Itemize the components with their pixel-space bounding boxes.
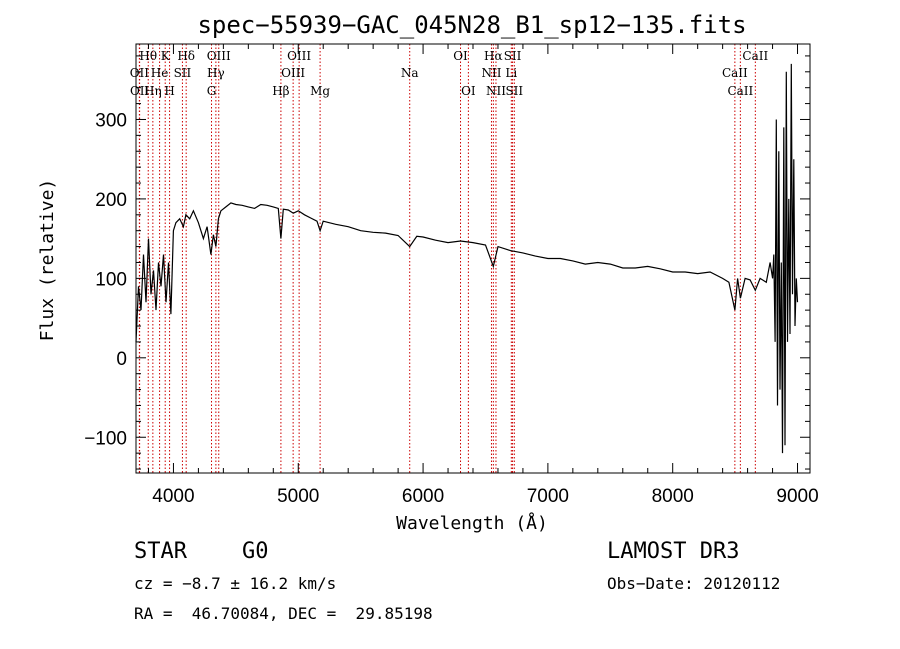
spectral-line-label: Hθ <box>139 49 157 63</box>
spectral-line-label: OIII <box>207 49 231 63</box>
spectral-line-label: Li <box>505 66 517 80</box>
axis-ticks: 4000 5000 6000 7000 8000 9000 −100 0 100 200 300 <box>84 44 819 507</box>
spectral-line-label: OI <box>453 49 468 63</box>
y-axis-label: Flux (relative) <box>37 179 58 342</box>
spectral-line-label: SII <box>174 66 192 80</box>
spectral-line-label: Hη <box>144 84 162 98</box>
x-tick-label: 8000 <box>652 486 694 507</box>
spectral-line-label: SII <box>505 84 523 98</box>
object-subclass: G0 <box>242 539 269 564</box>
spectral-line-label: OII <box>130 66 150 80</box>
spectral-line-label: Hβ <box>272 84 289 98</box>
series-layer <box>135 63 799 454</box>
spectral-line-label: OI <box>461 84 476 98</box>
spectral-line-label: OII <box>130 84 150 98</box>
spectral-line-label: NII <box>486 84 506 98</box>
y-tick-label: 100 <box>95 269 127 290</box>
observation-date: Obs−Date: 20120112 <box>607 574 781 593</box>
object-class: STAR <box>134 539 187 564</box>
plot-frame <box>135 43 811 474</box>
y-tick-label: −100 <box>84 428 127 449</box>
spectral-line-label: CaII <box>722 66 748 80</box>
series-line-flux <box>135 63 799 454</box>
y-tick-label: 0 <box>116 349 127 370</box>
spectral-line-label: Hγ <box>207 66 225 80</box>
spectral-line-markers <box>138 44 756 473</box>
spectral-line-label: CaII <box>742 49 768 63</box>
spectral-line-label: CaII <box>727 84 753 98</box>
x-tick-label: 4000 <box>152 486 194 507</box>
y-tick-label: 300 <box>95 110 127 131</box>
redshift-velocity: cz = −8.7 ± 16.2 km/s <box>134 574 337 593</box>
x-tick-label: 6000 <box>402 486 444 507</box>
spectral-line-label: H <box>164 84 174 98</box>
survey-name: LAMOST DR3 <box>607 539 740 564</box>
spectral-line-label: OIII <box>287 49 311 63</box>
spectral-line-label: He <box>151 66 169 80</box>
spectral-line-label: Hα <box>484 49 503 63</box>
x-axis-label: Wavelength (Å) <box>396 512 548 534</box>
spectral-line-label: G <box>207 84 217 98</box>
spectral-line-label: OIII <box>281 66 305 80</box>
x-tick-label: 9000 <box>776 486 818 507</box>
spectral-line-label: NII <box>481 66 501 80</box>
y-tick-label: 200 <box>95 190 127 211</box>
spectral-line-label: Na <box>401 66 419 80</box>
spectral-line-label: SII <box>504 49 522 63</box>
x-tick-label: 5000 <box>277 486 319 507</box>
coordinates: RA = 46.70084, DEC = 29.85198 <box>134 604 433 623</box>
spectral-line-label: K <box>161 49 171 63</box>
spectral-line-label: Hδ <box>177 49 195 63</box>
x-tick-label: 7000 <box>527 486 569 507</box>
chart-title: spec−55939−GAC_045N28_B1_sp12−135.fits <box>197 11 746 39</box>
spectral-line-label: Mg <box>310 84 330 98</box>
